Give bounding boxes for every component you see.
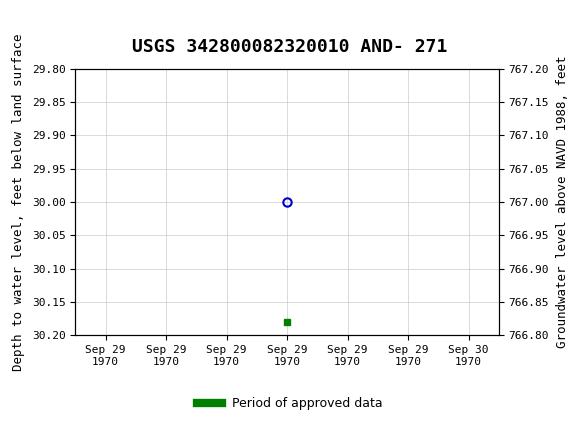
- Legend: Period of approved data: Period of approved data: [192, 392, 388, 415]
- Y-axis label: Depth to water level, feet below land surface: Depth to water level, feet below land su…: [12, 34, 25, 371]
- Y-axis label: Groundwater level above NAVD 1988, feet: Groundwater level above NAVD 1988, feet: [556, 56, 569, 348]
- Text: USGS 342800082320010 AND- 271: USGS 342800082320010 AND- 271: [132, 38, 448, 56]
- Text: ≣USGS: ≣USGS: [17, 16, 84, 36]
